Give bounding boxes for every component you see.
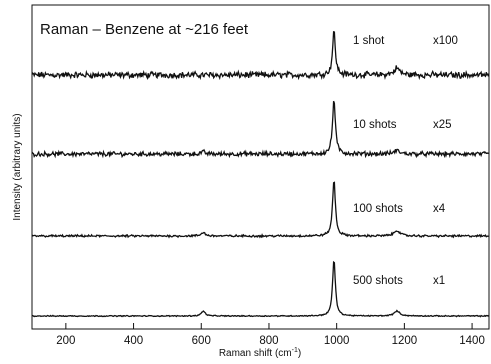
y-axis-title: Intensity (arbitrary units) xyxy=(12,113,23,220)
spectrum-line xyxy=(31,30,490,81)
series-scale-label: x1 xyxy=(433,275,445,287)
x-tick-label: 400 xyxy=(124,335,143,347)
series-scale-label: x4 xyxy=(433,203,446,215)
series-shots-label: 1 shot xyxy=(353,35,385,47)
chart-title: Raman – Benzene at ~216 feet xyxy=(40,21,249,38)
spectra-series xyxy=(31,30,490,318)
series-shots-label: 500 shots xyxy=(353,275,403,287)
series-labels: 1 shot x100 10 shots x25 100 shots x4 500 shot… xyxy=(353,35,458,287)
plot-frame xyxy=(31,4,490,330)
x-tick-label: 1200 xyxy=(392,335,418,347)
x-axis-title: Raman shift (cm-1) xyxy=(219,347,301,359)
series-scale-label: x25 xyxy=(433,119,452,131)
x-tick-label: 600 xyxy=(192,335,211,347)
series-scale-label: x100 xyxy=(433,35,458,47)
spectrum-line xyxy=(31,181,489,239)
x-tick-label: 800 xyxy=(259,335,278,347)
series-shots-label: 100 shots xyxy=(353,203,403,215)
x-axis-title-superscript: -1 xyxy=(292,347,298,354)
series-shots-label: 10 shots xyxy=(353,119,397,131)
x-tick-label: 1000 xyxy=(324,335,350,347)
x-tick-label: 1400 xyxy=(459,335,485,347)
spectrum-line xyxy=(31,100,489,159)
spectrum-line xyxy=(31,260,489,318)
x-axis-ticks: 200 400 600 800 1000 1200 1400 xyxy=(56,323,485,347)
x-tick-label: 200 xyxy=(56,335,75,347)
